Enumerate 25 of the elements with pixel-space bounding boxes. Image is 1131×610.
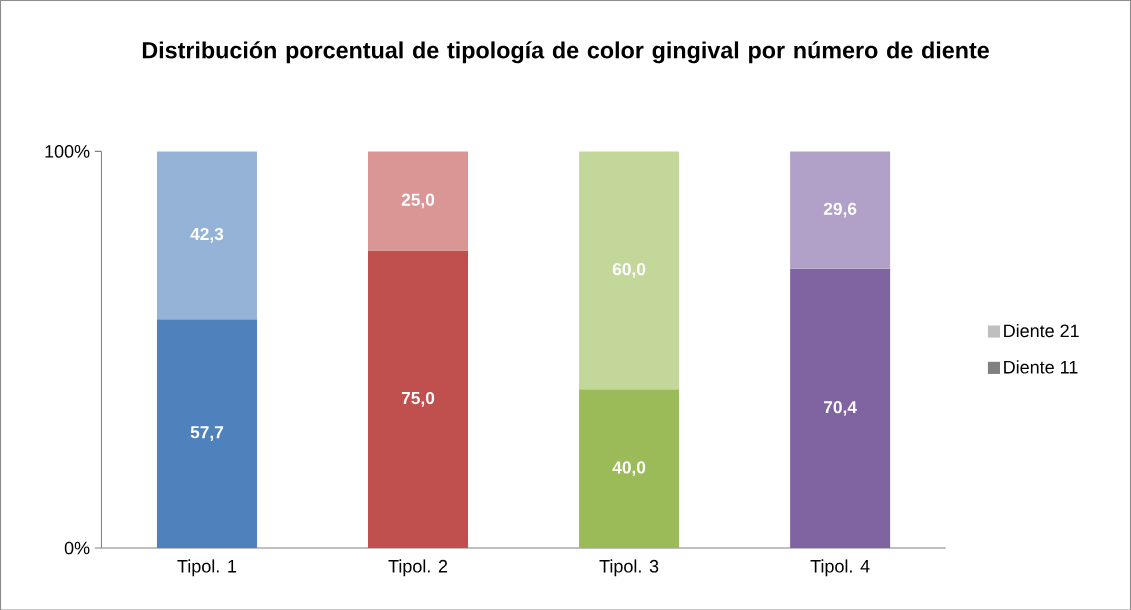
data-label: 29,6 — [823, 202, 857, 218]
bar — [790, 151, 891, 269]
bar — [156, 151, 257, 319]
x-tick-label: Tipol. 4 — [810, 559, 870, 576]
bar — [156, 318, 257, 548]
data-label: 60,0 — [612, 262, 646, 278]
x-tick-label: Tipol. 3 — [599, 559, 659, 576]
data-label: 75,0 — [401, 391, 435, 407]
bar — [368, 151, 469, 251]
bar — [579, 389, 680, 548]
x-tick-label: Tipol. 2 — [388, 559, 448, 576]
bar — [579, 151, 680, 390]
data-label: 40,0 — [612, 461, 646, 476]
data-label: 25,0 — [401, 193, 435, 209]
chart-title: Distribución porcentual de tipología de color gingival por número de diente — [142, 40, 989, 63]
data-label: 57,7 — [190, 426, 224, 441]
data-label: 70,4 — [824, 400, 857, 416]
text: Diente 11 — [1004, 360, 1078, 374]
y-tick-label: 0% — [64, 541, 90, 555]
x-tick-label: Tipol. 1 — [177, 559, 237, 576]
y-tick-label: 100% — [45, 144, 90, 158]
text: Diente 21 — [1004, 323, 1079, 337]
bar — [790, 268, 891, 548]
bar — [368, 250, 469, 548]
data-label: 42,3 — [190, 227, 224, 243]
